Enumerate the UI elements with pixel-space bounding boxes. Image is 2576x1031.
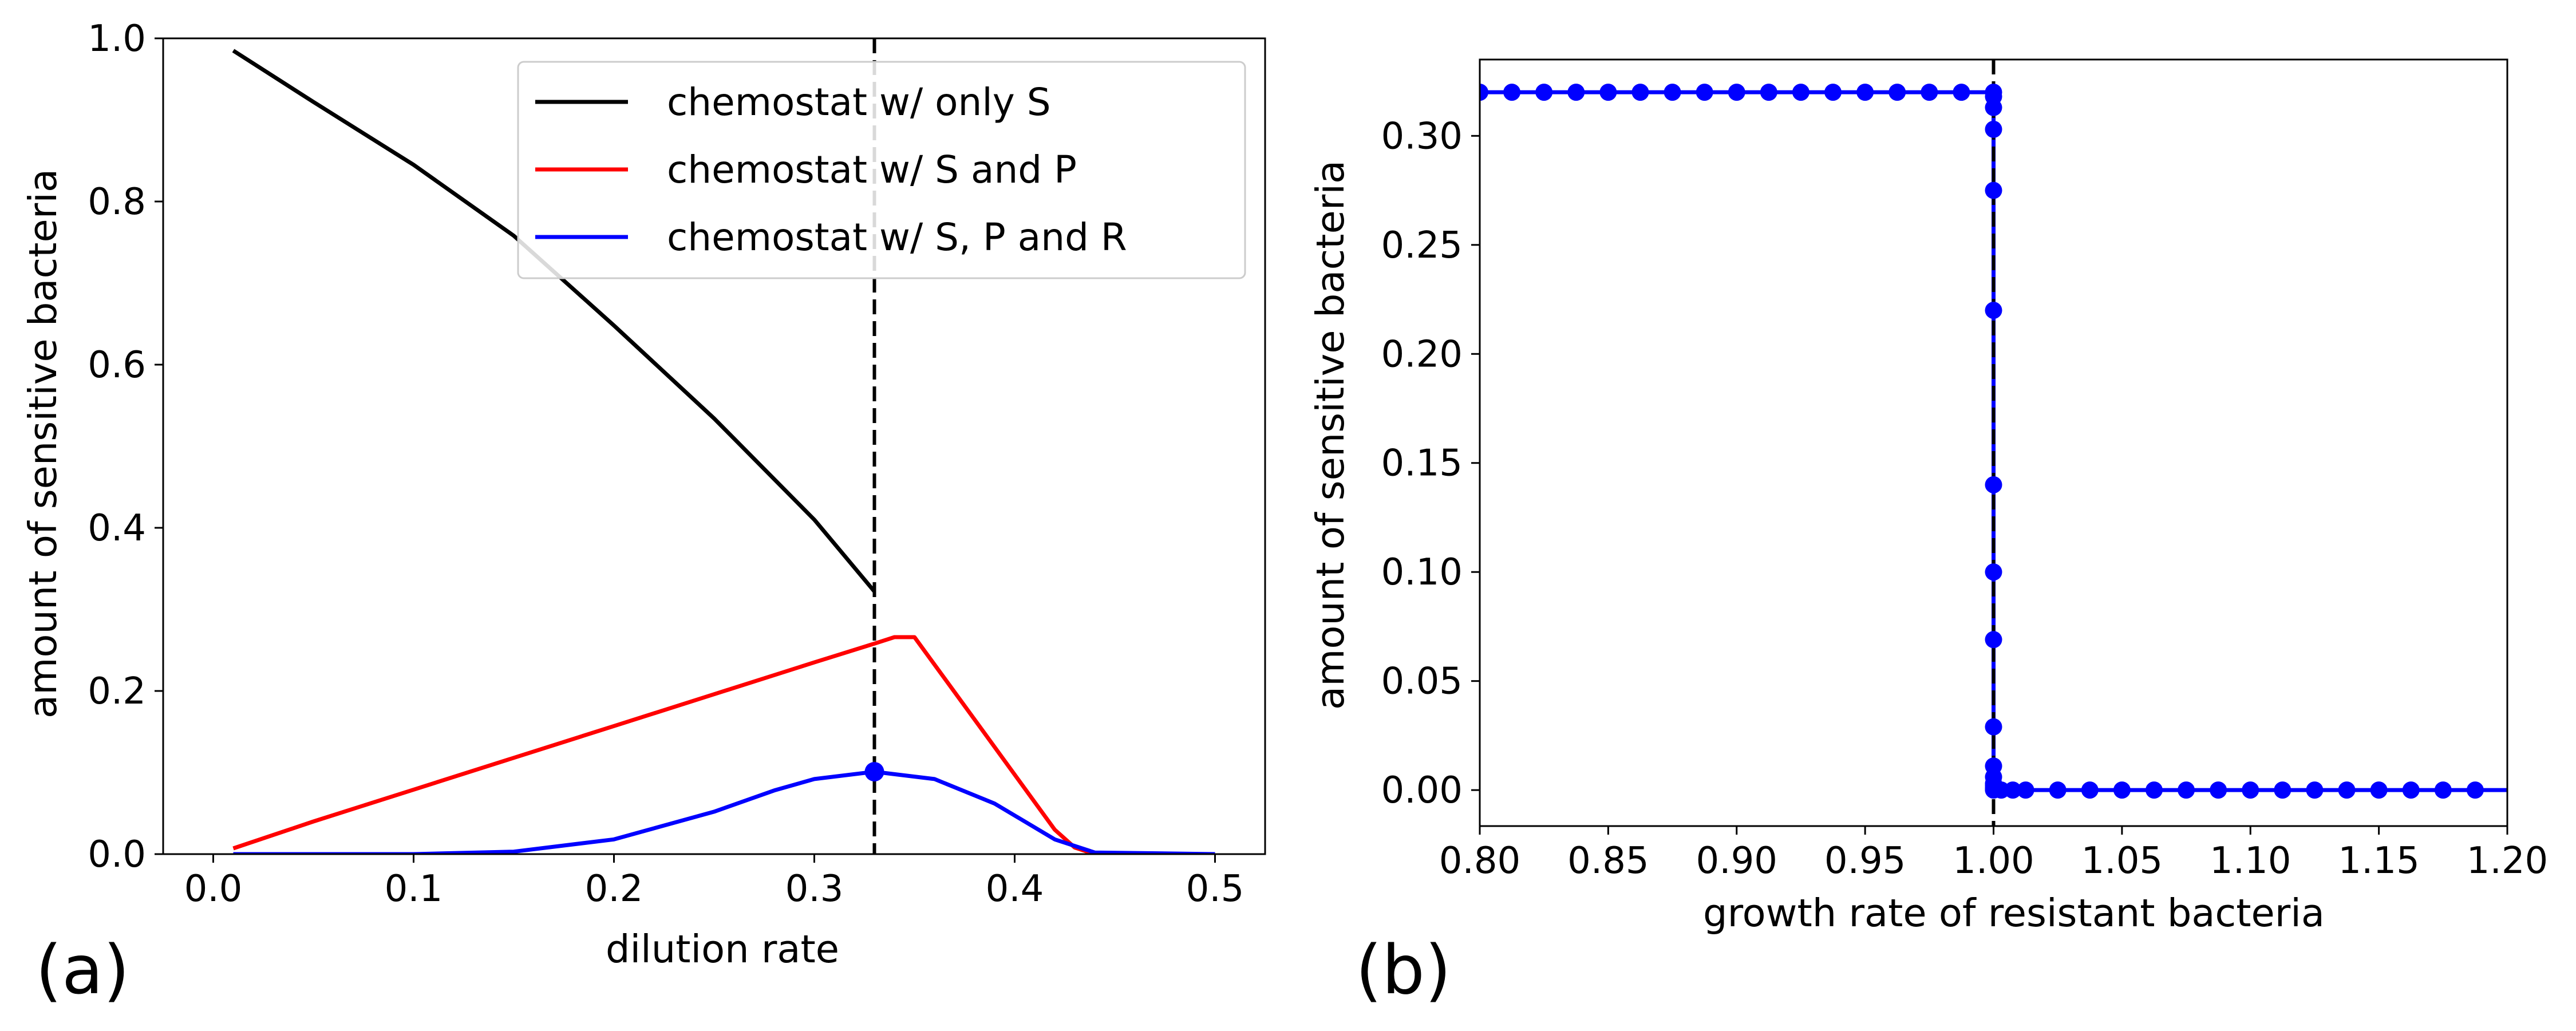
panel-b: 0.80 0.85 0.90 0.95 1.00 1.05 1.10 1.15 1.20 0.00…	[1308, 58, 2549, 1009]
y-tick-label: 0.05	[1381, 661, 1463, 703]
data-point	[1696, 84, 1713, 101]
x-tick-label: 0.5	[1186, 868, 1244, 910]
panel-b-xlabel: growth rate of resistant bacteria	[1703, 891, 2325, 935]
x-tick-label: 0.95	[1824, 840, 1906, 882]
x-tick-label: 1.10	[2210, 840, 2291, 882]
y-tick-label: 1.0	[88, 18, 146, 60]
y-tick-label: 0.20	[1381, 333, 1463, 376]
data-point	[1985, 631, 2002, 649]
data-point	[1792, 84, 1809, 101]
data-point	[1503, 84, 1521, 101]
data-point	[2306, 781, 2324, 799]
panel-a-axes: 0.0 0.1 0.2 0.3 0.4 0.5 0.0 0.2 0.4 0.6 0.8 1.0	[88, 18, 1266, 910]
data-point	[1631, 84, 1649, 101]
y-tick-label: 0.10	[1381, 551, 1463, 594]
panel-a: 0.0 0.1 0.2 0.3 0.4 0.5 0.0 0.2 0.4 0.6 0.8 1.0 dil…	[21, 18, 1266, 1009]
data-point	[1728, 84, 1745, 101]
x-tick-label: 0.4	[986, 868, 1044, 910]
data-point	[1921, 84, 1938, 101]
data-point	[1953, 84, 1970, 101]
legend-label-1: chemostat w/ S and P	[667, 148, 1077, 192]
data-point	[2338, 781, 2356, 799]
data-point	[1480, 84, 1488, 101]
data-point	[2402, 781, 2420, 799]
data-point	[2434, 781, 2452, 799]
data-point	[2145, 781, 2163, 799]
y-tick-label: 0.8	[88, 181, 146, 223]
data-point	[1985, 476, 2002, 493]
legend-box	[517, 61, 1246, 279]
data-point	[1535, 84, 1553, 101]
panel-b-label: (b)	[1356, 930, 1451, 1009]
x-tick-label: 0.1	[385, 868, 443, 910]
x-tick-label: 0.80	[1439, 840, 1521, 882]
y-tick-label: 0.6	[88, 344, 146, 386]
data-point	[1985, 181, 2002, 199]
y-tick-label: 0.0	[88, 834, 146, 876]
data-point	[2370, 781, 2388, 799]
y-tick-label: 0.30	[1381, 115, 1463, 157]
panel-a-xlabel: dilution rate	[606, 927, 839, 971]
data-point	[1985, 563, 2002, 581]
x-tick-label: 0.85	[1567, 840, 1649, 882]
y-tick-label: 0.25	[1381, 224, 1463, 267]
data-point	[2004, 781, 2022, 799]
data-point	[2466, 781, 2484, 799]
data-point	[1985, 98, 2002, 116]
panel-a-legend: chemostat w/ only S chemostat w/ S and P c…	[517, 61, 1246, 279]
panel-b-plot-area	[1480, 60, 2507, 826]
data-point	[2081, 781, 2099, 799]
data-point	[1760, 84, 1777, 101]
data-point	[2242, 781, 2259, 799]
legend-label-0: chemostat w/ only S	[667, 80, 1051, 124]
data-point	[1985, 302, 2002, 319]
data-point	[2049, 781, 2067, 799]
data-point	[2017, 781, 2034, 799]
panel-b-ylabel: amount of sensitive bacteria	[1308, 160, 1353, 710]
panel-a-frame	[162, 37, 1266, 855]
series-line-2	[233, 769, 1215, 854]
data-point	[1567, 84, 1585, 101]
data-point	[1888, 84, 1906, 101]
panel-b-axes: 0.80 0.85 0.90 0.95 1.00 1.05 1.10 1.15 1.20 0.00…	[1381, 58, 2549, 882]
y-tick-label: 0.2	[88, 670, 146, 713]
panel-a-label: (a)	[35, 930, 129, 1009]
x-tick-label: 0.2	[585, 868, 643, 910]
panel-a-ylabel: amount of sensitive bacteria	[21, 169, 65, 718]
data-point	[1856, 84, 1874, 101]
y-tick-label: 0.4	[88, 507, 146, 550]
data-point	[2210, 781, 2227, 799]
y-tick-label: 0.00	[1381, 769, 1463, 812]
data-point	[2113, 781, 2131, 799]
data-point	[2274, 781, 2291, 799]
x-tick-label: 1.15	[2338, 840, 2420, 882]
data-point	[1985, 718, 2002, 736]
data-point	[1664, 84, 1681, 101]
data-point	[1985, 120, 2002, 138]
x-tick-label: 1.20	[2467, 840, 2549, 882]
max-marker-point	[864, 762, 884, 782]
data-point	[1599, 84, 1617, 101]
data-point	[2178, 781, 2195, 799]
x-tick-label: 0.90	[1696, 840, 1778, 882]
legend-label-2: chemostat w/ S, P and R	[667, 215, 1127, 259]
x-tick-label: 1.05	[2081, 840, 2163, 882]
x-tick-label: 0.0	[184, 868, 243, 910]
panel-a-plot-area	[232, 49, 1215, 854]
series-line-0	[232, 49, 876, 593]
x-tick-label: 1.00	[1953, 840, 2034, 882]
series-line-1	[232, 635, 1215, 854]
data-point	[1824, 84, 1842, 101]
x-tick-label: 0.3	[785, 868, 844, 910]
y-tick-label: 0.15	[1381, 443, 1463, 485]
